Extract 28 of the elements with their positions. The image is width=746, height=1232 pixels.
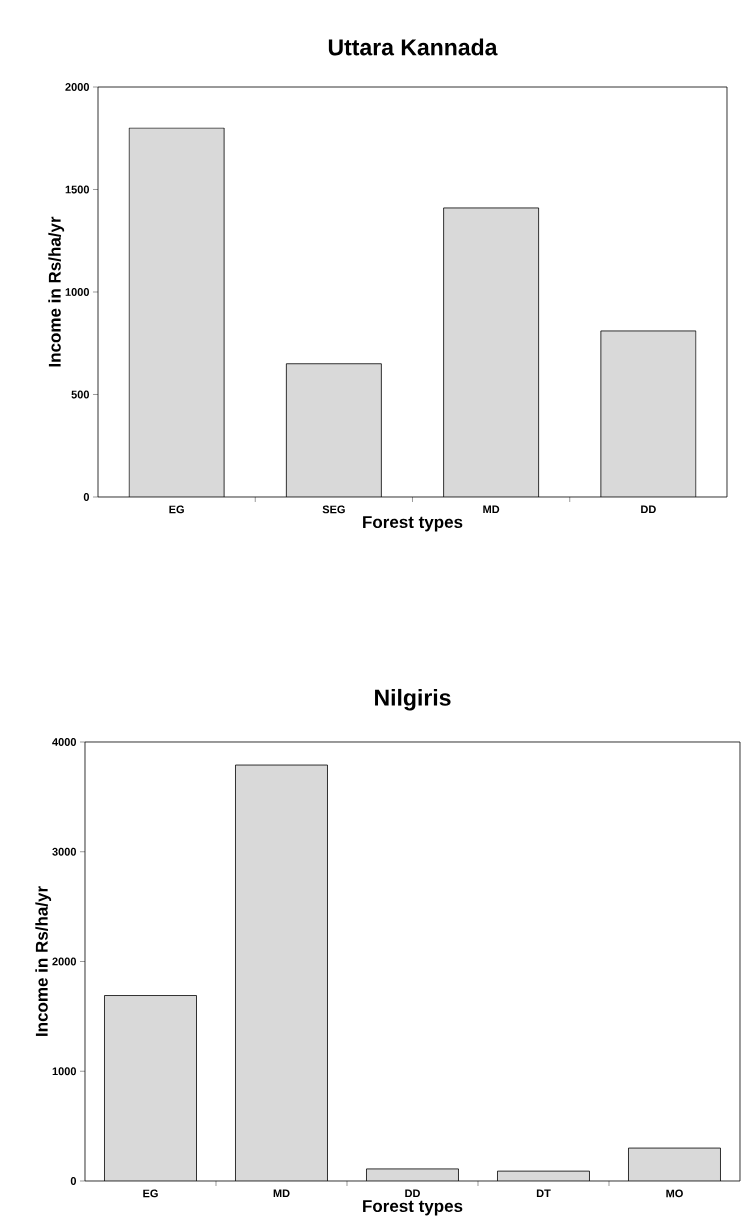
x-tick-label: SEG (322, 505, 345, 514)
y-tick-label: 1000 (65, 288, 89, 296)
x-tick-label: DD (405, 1189, 420, 1198)
x-axis-title: Forest types (363, 1200, 463, 1216)
y-axis-title: Income in Rs/ha/yr (35, 886, 52, 1036)
bar (628, 1147, 721, 1181)
bar (104, 995, 197, 1181)
y-tick-label: 2000 (65, 83, 89, 91)
x-tick-label: DT (536, 1189, 551, 1198)
y-tick-label: 0 (70, 1177, 77, 1185)
y-tick-label: 1000 (52, 1067, 76, 1076)
x-tick-label: MO (666, 1189, 683, 1198)
y-tick-label: 3000 (52, 847, 76, 856)
x-tick-label: DD (641, 505, 656, 514)
x-tick-label: EG (143, 1189, 158, 1198)
y-tick-label: 2000 (52, 957, 76, 966)
y-tick-label: 4000 (52, 738, 76, 746)
chart-title: Uttara Kannada (328, 38, 498, 56)
y-tick-label: 500 (71, 390, 90, 399)
x-axis-title: Forest types (363, 516, 463, 532)
y-tick-label: 0 (83, 493, 90, 501)
x-tick-label: MD (273, 1189, 290, 1198)
bar (235, 764, 328, 1181)
x-tick-label: EG (169, 505, 184, 514)
y-tick-label: 1500 (65, 185, 89, 194)
x-tick-label: MD (483, 505, 500, 514)
chart-title: Nilgiris (375, 688, 451, 711)
y-axis-title: Income in Rs/ha/yr (48, 216, 65, 367)
